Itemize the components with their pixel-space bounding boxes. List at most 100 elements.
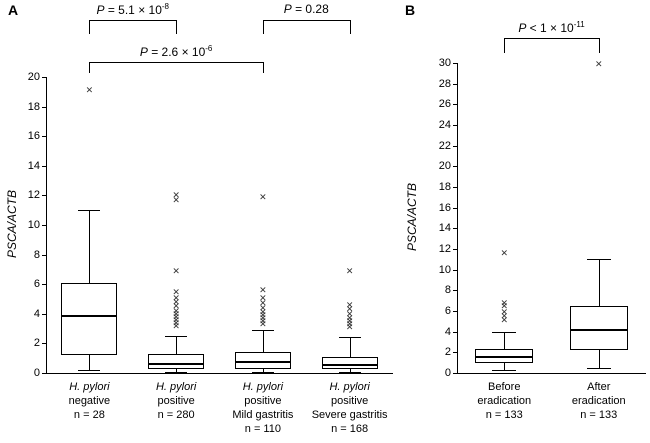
upper-whisker (176, 336, 178, 354)
y-tick (453, 373, 457, 374)
lower-whisker (176, 368, 178, 373)
y-axis-title: PSCA/ACTB (5, 190, 19, 259)
y-axis-line (457, 63, 458, 374)
outlier-marker: ✕ (172, 312, 180, 323)
outlier-marker: ✕ (500, 307, 509, 318)
y-tick-label: 20 (438, 160, 451, 173)
bracket-end-tick (89, 20, 91, 34)
y-tick-label: 10 (27, 219, 40, 231)
y-tick-label: 8 (33, 248, 40, 261)
median-line (475, 356, 534, 359)
p-exponent: -11 (573, 20, 585, 29)
y-tick-label: 22 (438, 139, 451, 152)
upper-whisker-cap (165, 336, 188, 337)
y-tick-label: 12 (27, 189, 40, 202)
panel-b: B 0 2 4 6 8 10 12 14 16 18 20 22 24 26 28 30 PSCA/ACTB ✕ ✕… (400, 0, 650, 443)
group-label: H. pylori negative n = 28 (27, 380, 151, 422)
upper-whisker (598, 259, 600, 306)
group-label-line: negative (68, 395, 111, 408)
y-tick-label: 4 (33, 307, 40, 320)
outlier-marker: ✕ (259, 303, 267, 314)
y-tick-label: 14 (27, 159, 40, 172)
group-label-line: Mild gastritis (232, 409, 294, 422)
outlier-marker: ✕ (259, 293, 267, 304)
x-axis-line (457, 373, 646, 374)
upper-whisker (349, 337, 351, 357)
group-label-line: n = 133 (580, 409, 618, 422)
group-label: H. pylori positive Severe gastritis n = 168 (288, 380, 412, 436)
group-label-line: n = 110 (244, 423, 281, 436)
bracket-line (504, 38, 599, 39)
median-line (148, 362, 205, 365)
bracket-end-tick (89, 62, 91, 73)
y-tick (453, 145, 457, 147)
p-exponent: -8 (161, 2, 170, 11)
y-tick-label: 6 (444, 305, 451, 317)
y-tick (453, 207, 457, 209)
group-label-line: n = 133 (485, 409, 523, 422)
y-tick (42, 195, 46, 197)
outlier-marker: ✕ (172, 306, 180, 317)
panel-a: A 0 2 4 6 8 10 12 14 16 18 20 PSCA/ACTB ✕ H. pylori ne… (5, 2, 393, 436)
outlier-marker: ✕ (259, 299, 267, 310)
outlier-marker: ✕ (172, 315, 180, 326)
outlier-marker: ✕ (345, 314, 354, 325)
outlier-marker: ✕ (500, 311, 509, 322)
outlier-marker: ✕ (500, 248, 509, 259)
y-tick-label: 26 (438, 98, 451, 111)
upper-whisker (504, 331, 506, 350)
group-label-line: positive (244, 395, 282, 408)
outlier-marker: ✕ (172, 191, 180, 202)
panel-a-letter: A (8, 2, 19, 18)
group-label-line: n = 28 (73, 409, 105, 422)
y-tick-label: 10 (438, 263, 451, 276)
lower-whisker-cap (165, 372, 188, 374)
outlier-marker: ✕ (259, 311, 267, 322)
group-label-line: n = 168 (331, 423, 369, 436)
y-tick (453, 352, 457, 354)
bracket-end-tick (176, 20, 178, 34)
outlier-marker: ✕ (345, 323, 354, 334)
bracket-end-tick (504, 38, 506, 53)
box (61, 282, 118, 356)
lower-whisker-cap (78, 370, 101, 372)
y-tick (453, 125, 457, 126)
y-tick-label: 4 (444, 325, 451, 338)
group-label-line: Severe gastritis (311, 409, 388, 422)
bracket-line (262, 20, 350, 21)
outlier-marker: ✕ (172, 266, 180, 277)
outlier-marker: ✕ (345, 309, 354, 320)
y-tick (42, 254, 46, 256)
lower-whisker (349, 369, 351, 373)
y-tick (42, 136, 46, 138)
y-tick (453, 269, 457, 271)
group-label-line: positive (157, 395, 195, 408)
bracket-end-tick (598, 38, 600, 53)
outlier-marker: ✕ (172, 309, 180, 320)
upper-whisker-cap (78, 210, 101, 212)
y-tick-label: 30 (438, 57, 451, 69)
y-tick (453, 187, 457, 188)
bracket-end-tick (349, 20, 351, 34)
group-label: After eradication n = 133 (537, 380, 650, 422)
upper-whisker-cap (338, 337, 361, 339)
y-tick-label: 20 (27, 71, 40, 83)
y-tick (42, 373, 46, 374)
outlier-marker: ✕ (172, 302, 180, 313)
y-tick-label: 24 (438, 119, 451, 131)
median-line (569, 328, 628, 331)
group-label-line: eradication (571, 395, 626, 408)
outlier-marker: ✕ (594, 59, 603, 70)
y-tick-label: 16 (27, 130, 40, 143)
y-tick-label: 14 (438, 222, 451, 235)
y-tick-label: 6 (33, 278, 40, 291)
y-tick-label: 18 (438, 181, 451, 193)
box (321, 356, 378, 370)
group-label: Before eradication n = 133 (442, 380, 566, 422)
group-label-line: positive (330, 395, 369, 408)
group-label: H. pylori positive n = 280 (114, 380, 238, 422)
y-tick (42, 106, 46, 108)
bracket-line (89, 62, 263, 63)
outlier-marker: ✕ (259, 317, 267, 328)
